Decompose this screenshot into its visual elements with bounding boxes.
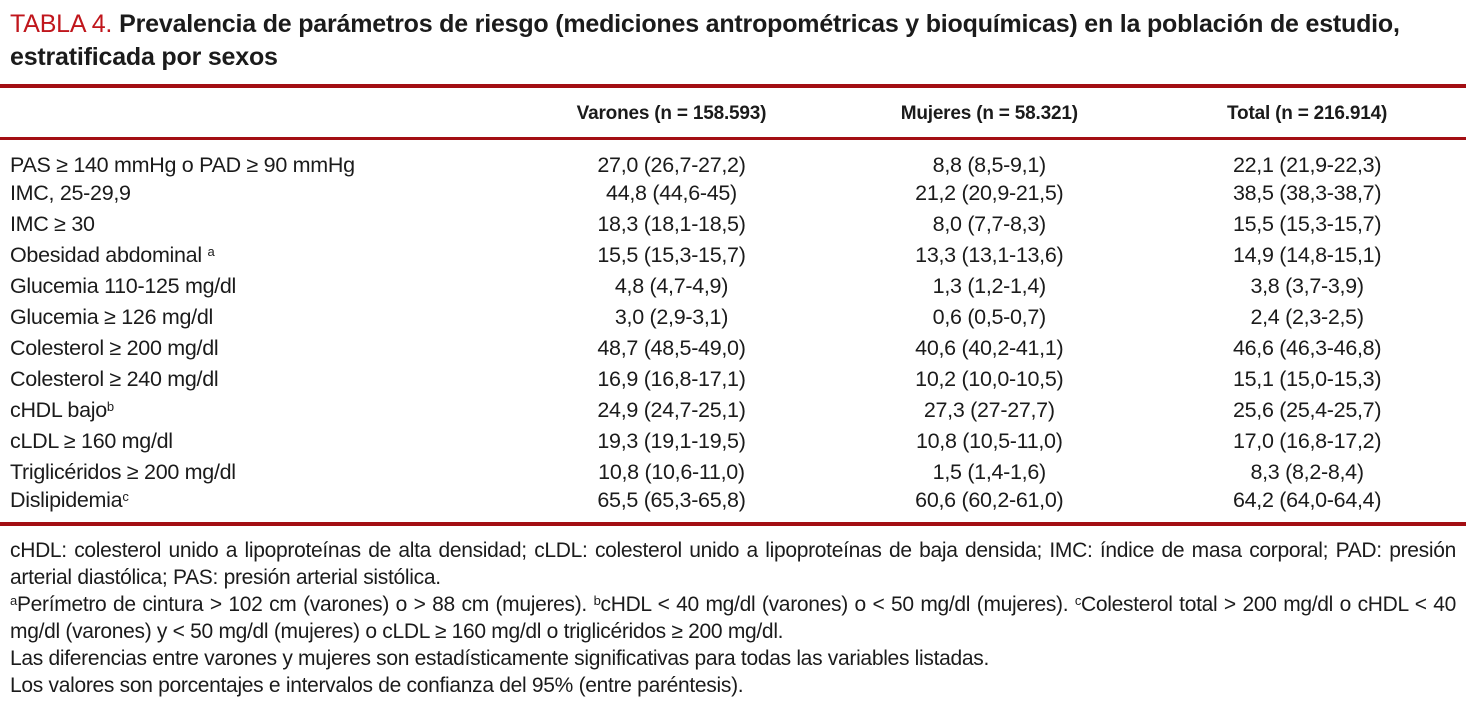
footnote-sup: b bbox=[593, 593, 601, 608]
cell-total: 14,9 (14,8-15,1) bbox=[1232, 243, 1382, 267]
cell-total: 15,1 (15,0-15,3) bbox=[1232, 367, 1382, 391]
cell-total: 46,6 (46,3-46,8) bbox=[1232, 336, 1382, 360]
cell-total: 64,2 (64,0-64,4) bbox=[1232, 488, 1382, 512]
row-label: Dislipidemiac bbox=[0, 488, 513, 522]
footnote-line: Los valores son porcentajes e intervalos… bbox=[10, 674, 744, 697]
divider-top bbox=[0, 84, 1466, 88]
row-label-text: Colesterol ≥ 200 mg/dl bbox=[10, 336, 219, 360]
cell-total: 38,5 (38,3-38,7) bbox=[1232, 181, 1382, 205]
cell-varones: 18,3 (18,1-18,5) bbox=[597, 212, 746, 236]
table-title-text: Prevalencia de parámetros de riesgo (med… bbox=[10, 10, 1400, 71]
row-label: cLDL ≥ 160 mg/dl bbox=[0, 426, 513, 457]
row-label: Colesterol ≥ 200 mg/dl bbox=[0, 333, 513, 364]
row-label: PAS ≥ 140 mmHg o PAD ≥ 90 mmHg bbox=[0, 139, 513, 179]
footnote-sup: a bbox=[10, 593, 17, 608]
cell-mujeres: 27,3 (27-27,7) bbox=[923, 398, 1055, 422]
cell-mujeres: 1,3 (1,2-1,4) bbox=[932, 274, 1047, 298]
header-total: Total (n = 216.914) bbox=[1148, 88, 1466, 140]
table-row: Colesterol ≥ 240 mg/dl 16,9 (16,8-17,1) … bbox=[0, 364, 1466, 395]
row-label-text: PAS ≥ 140 mmHg o PAD ≥ 90 mmHg bbox=[10, 153, 355, 177]
cell-varones: 27,0 (26,7-27,2) bbox=[597, 153, 746, 177]
row-label: Glucemia 110-125 mg/dl bbox=[0, 271, 513, 302]
cell-varones: 65,5 (65,3-65,8) bbox=[597, 488, 746, 512]
cell-total: 2,4 (2,3-2,5) bbox=[1250, 305, 1364, 329]
table-row: Glucemia ≥ 126 mg/dl 3,0 (2,9-3,1) 0,6 (… bbox=[0, 302, 1466, 333]
table-row: Colesterol ≥ 200 mg/dl 48,7 (48,5-49,0) … bbox=[0, 333, 1466, 364]
row-label: Colesterol ≥ 240 mg/dl bbox=[0, 364, 513, 395]
table-row: PAS ≥ 140 mmHg o PAD ≥ 90 mmHg 27,0 (26,… bbox=[0, 139, 1466, 179]
row-label-text: cHDL bajo bbox=[10, 398, 107, 422]
row-label-text: Glucemia ≥ 126 mg/dl bbox=[10, 305, 213, 329]
cell-varones: 4,8 (4,7-4,9) bbox=[614, 274, 729, 298]
cell-varones: 15,5 (15,3-15,7) bbox=[597, 243, 746, 267]
cell-total: 15,5 (15,3-15,7) bbox=[1232, 212, 1382, 236]
cell-mujeres: 8,8 (8,5-9,1) bbox=[932, 153, 1047, 177]
table-row: IMC ≥ 30 18,3 (18,1-18,5) 8,0 (7,7-8,3) … bbox=[0, 209, 1466, 240]
table-header: Varones (n = 158.593) Mujeres (n = 58.32… bbox=[0, 88, 1466, 140]
row-label: Triglicéridos ≥ 200 mg/dl bbox=[0, 457, 513, 488]
cell-mujeres: 8,0 (7,7-8,3) bbox=[932, 212, 1047, 236]
cell-varones: 10,8 (10,6-11,0) bbox=[598, 460, 745, 484]
table-row: Dislipidemiac 65,5 (65,3-65,8) 60,6 (60,… bbox=[0, 488, 1466, 522]
footnote-line: Las diferencias entre varones y mujeres … bbox=[10, 647, 990, 670]
table-row: Glucemia 110-125 mg/dl 4,8 (4,7-4,9) 1,3… bbox=[0, 271, 1466, 302]
footnote-line: cHDL: colesterol unido a lipoproteínas d… bbox=[10, 539, 1456, 589]
cell-mujeres: 21,2 (20,9-21,5) bbox=[915, 181, 1064, 205]
row-label-sup: c bbox=[122, 489, 129, 504]
table-row: IMC, 25-29,9 44,8 (44,6-45) 21,2 (20,9-2… bbox=[0, 178, 1466, 209]
row-label-text: Colesterol ≥ 240 mg/dl bbox=[10, 367, 219, 391]
table-row: Triglicéridos ≥ 200 mg/dl 10,8 (10,6-11,… bbox=[0, 457, 1466, 488]
table-row: cLDL ≥ 160 mg/dl 19,3 (19,1-19,5) 10,8 (… bbox=[0, 426, 1466, 457]
table-number-label: TABLA 4. bbox=[10, 10, 113, 38]
header-mujeres: Mujeres (n = 58.321) bbox=[830, 88, 1149, 140]
row-label: cHDL bajob bbox=[0, 395, 513, 426]
footnote-sup: c bbox=[1074, 593, 1082, 608]
row-label-text: Obesidad abdominal bbox=[10, 243, 208, 267]
header-empty-cell bbox=[0, 88, 513, 140]
row-label: Obesidad abdominal a bbox=[0, 240, 513, 271]
cell-varones: 44,8 (44,6-45) bbox=[606, 181, 737, 205]
row-label-text: cLDL ≥ 160 mg/dl bbox=[10, 429, 173, 453]
row-label-text: Glucemia 110-125 mg/dl bbox=[10, 274, 237, 298]
header-varones: Varones (n = 158.593) bbox=[512, 88, 831, 140]
cell-mujeres: 10,8 (10,5-11,0) bbox=[915, 429, 1063, 453]
divider-bottom bbox=[0, 522, 1466, 526]
cell-total: 3,8 (3,7-3,9) bbox=[1250, 274, 1364, 298]
table-body: PAS ≥ 140 mmHg o PAD ≥ 90 mmHg 27,0 (26,… bbox=[0, 139, 1466, 523]
paper-table-figure: TABLA 4. Prevalencia de parámetros de rie… bbox=[0, 8, 1466, 710]
cell-mujeres: 1,5 (1,4-1,6) bbox=[932, 460, 1047, 484]
cell-total: 8,3 (8,2-8,4) bbox=[1250, 460, 1364, 484]
cell-total: 22,1 (21,9-22,3) bbox=[1232, 153, 1382, 177]
header-row: Varones (n = 158.593) Mujeres (n = 58.32… bbox=[0, 88, 1466, 140]
row-label: IMC, 25-29,9 bbox=[0, 178, 513, 209]
row-label: IMC ≥ 30 bbox=[0, 209, 513, 240]
row-label: Glucemia ≥ 126 mg/dl bbox=[0, 302, 513, 333]
cell-mujeres: 0,6 (0,5-0,7) bbox=[932, 305, 1047, 329]
row-label-text: IMC ≥ 30 bbox=[10, 212, 95, 236]
cell-varones: 3,0 (2,9-3,1) bbox=[614, 305, 729, 329]
cell-total: 17,0 (16,8-17,2) bbox=[1232, 429, 1382, 453]
footnotes: cHDL: colesterol unido a lipoproteínas d… bbox=[10, 537, 1456, 699]
footnote-line: aPerímetro de cintura > 102 cm (varones)… bbox=[10, 593, 1456, 643]
cell-varones: 16,9 (16,8-17,1) bbox=[597, 367, 746, 391]
row-label-text: Dislipidemia bbox=[10, 488, 123, 512]
cell-mujeres: 13,3 (13,1-13,6) bbox=[915, 243, 1064, 267]
row-label-sup: b bbox=[106, 399, 114, 414]
row-label-text: IMC, 25-29,9 bbox=[10, 181, 131, 205]
cell-mujeres: 40,6 (40,2-41,1) bbox=[915, 336, 1064, 360]
cell-mujeres: 60,6 (60,2-61,0) bbox=[915, 488, 1064, 512]
table-row: cHDL bajob 24,9 (24,7-25,1) 27,3 (27-27,… bbox=[0, 395, 1466, 426]
cell-total: 25,6 (25,4-25,7) bbox=[1232, 398, 1382, 422]
row-label-text: Triglicéridos ≥ 200 mg/dl bbox=[10, 460, 236, 484]
row-label-sup: a bbox=[207, 244, 215, 259]
table-title: TABLA 4. Prevalencia de parámetros de rie… bbox=[10, 8, 1454, 74]
table-row: Obesidad abdominal a 15,5 (15,3-15,7) 13… bbox=[0, 240, 1466, 271]
cell-mujeres: 10,2 (10,0-10,5) bbox=[915, 367, 1064, 391]
cell-varones: 24,9 (24,7-25,1) bbox=[597, 398, 746, 422]
cell-varones: 19,3 (19,1-19,5) bbox=[597, 429, 746, 453]
cell-varones: 48,7 (48,5-49,0) bbox=[597, 336, 746, 360]
prevalence-table: Varones (n = 158.593) Mujeres (n = 58.32… bbox=[0, 88, 1466, 522]
